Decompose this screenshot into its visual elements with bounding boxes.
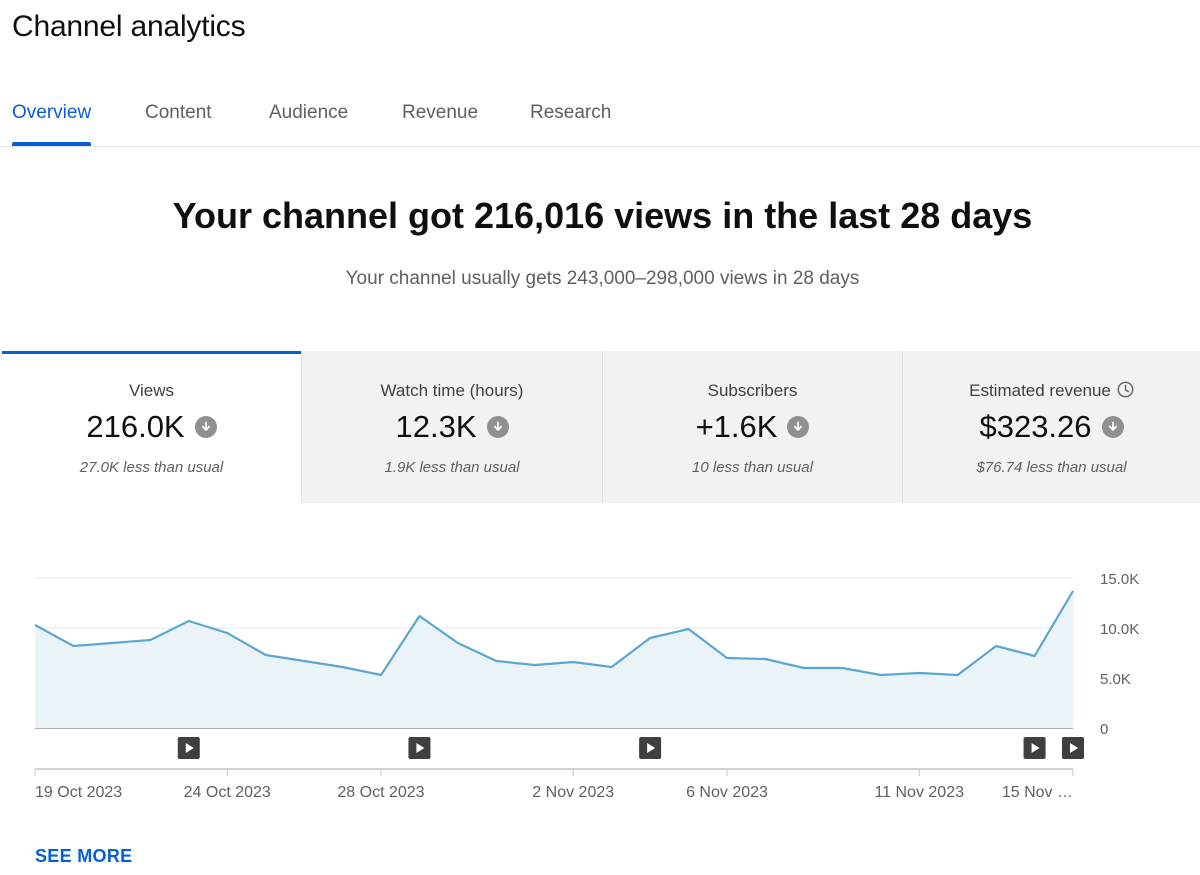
arrow-down-icon (486, 416, 509, 438)
video-marker-play-icon[interactable] (1023, 737, 1046, 759)
metric-note: 27.0K less than usual (79, 459, 224, 476)
metric-label: Watch time (hours) (380, 381, 524, 400)
tab-audience[interactable]: Audience (269, 102, 349, 123)
metric-value: $323.26 (979, 409, 1092, 444)
metric-value: +1.6K (695, 409, 778, 444)
video-marker-play-icon[interactable] (639, 737, 662, 759)
metric-note: 1.9K less than usual (384, 459, 520, 476)
metric-note: 10 less than usual (692, 459, 813, 476)
x-tick-label: 11 Nov 2023 (874, 784, 964, 801)
views-area-fill (35, 591, 1073, 728)
metric-card-estimated-revenue[interactable]: Estimated revenue $323.26 $76.74 less th… (903, 351, 1200, 503)
arrow-down-icon (194, 416, 217, 438)
metric-card-watch-time[interactable]: Watch time (hours) 12.3K 1.9K less than … (302, 351, 603, 503)
video-marker-play-icon[interactable] (177, 737, 200, 759)
tab-content[interactable]: Content (145, 102, 212, 123)
x-tick-label: 6 Nov 2023 (686, 784, 768, 801)
metric-label: Estimated revenue (969, 381, 1111, 400)
tab-revenue[interactable]: Revenue (402, 102, 479, 123)
tab-bar: Overview Content Audience Revenue Resear… (0, 90, 1200, 147)
video-marker-play-icon[interactable] (1062, 737, 1084, 759)
x-tick-label: 2 Nov 2023 (532, 784, 614, 801)
y-tick-label: 15.0K (1100, 571, 1139, 588)
x-tick-label: 24 Oct 2023 (184, 784, 271, 801)
tab-overview[interactable]: Overview (12, 102, 92, 123)
y-tick-label: 10.0K (1100, 621, 1139, 638)
metric-card-subscribers[interactable]: Subscribers +1.6K 10 less than usual (603, 351, 903, 503)
metric-note: $76.74 less than usual (976, 459, 1127, 476)
video-marker-play-icon[interactable] (408, 737, 431, 759)
views-chart-svg: 0 5.0K 10.0K 15.0K 19 Oct 2023 24 Oct 2023 28 … (34, 571, 1139, 801)
x-tick-label: 19 Oct 2023 (35, 784, 122, 801)
metric-label: Subscribers (707, 381, 798, 400)
arrow-down-icon (787, 416, 810, 438)
metric-label: Views (128, 381, 175, 400)
see-more-link[interactable]: SEE MORE (35, 846, 133, 866)
y-tick-label: 0 (1100, 721, 1108, 738)
summary-subline: Your channel usually gets 243,000–298,00… (345, 268, 860, 289)
metric-cards: Views 216.0K 27.0K less than usual Watch… (2, 351, 1200, 503)
views-chart: 0 5.0K 10.0K 15.0K 19 Oct 2023 24 Oct 2023 28 … (0, 560, 1200, 810)
views-series-line (34, 590, 1074, 677)
active-tab-indicator (12, 142, 91, 146)
clock-icon (1117, 381, 1134, 403)
tab-research[interactable]: Research (530, 102, 612, 123)
arrow-down-icon (1101, 416, 1124, 438)
page-title: Channel analytics (12, 10, 246, 43)
metric-value: 12.3K (395, 409, 477, 444)
summary-headline: Your channel got 216,016 views in the la… (172, 195, 1033, 236)
y-tick-label: 5.0K (1100, 671, 1131, 688)
metric-card-views[interactable]: Views 216.0K 27.0K less than usual (2, 351, 302, 503)
x-tick-label: 15 Nov … (1002, 784, 1073, 801)
x-tick-label: 28 Oct 2023 (337, 784, 424, 801)
metric-value: 216.0K (86, 409, 185, 444)
